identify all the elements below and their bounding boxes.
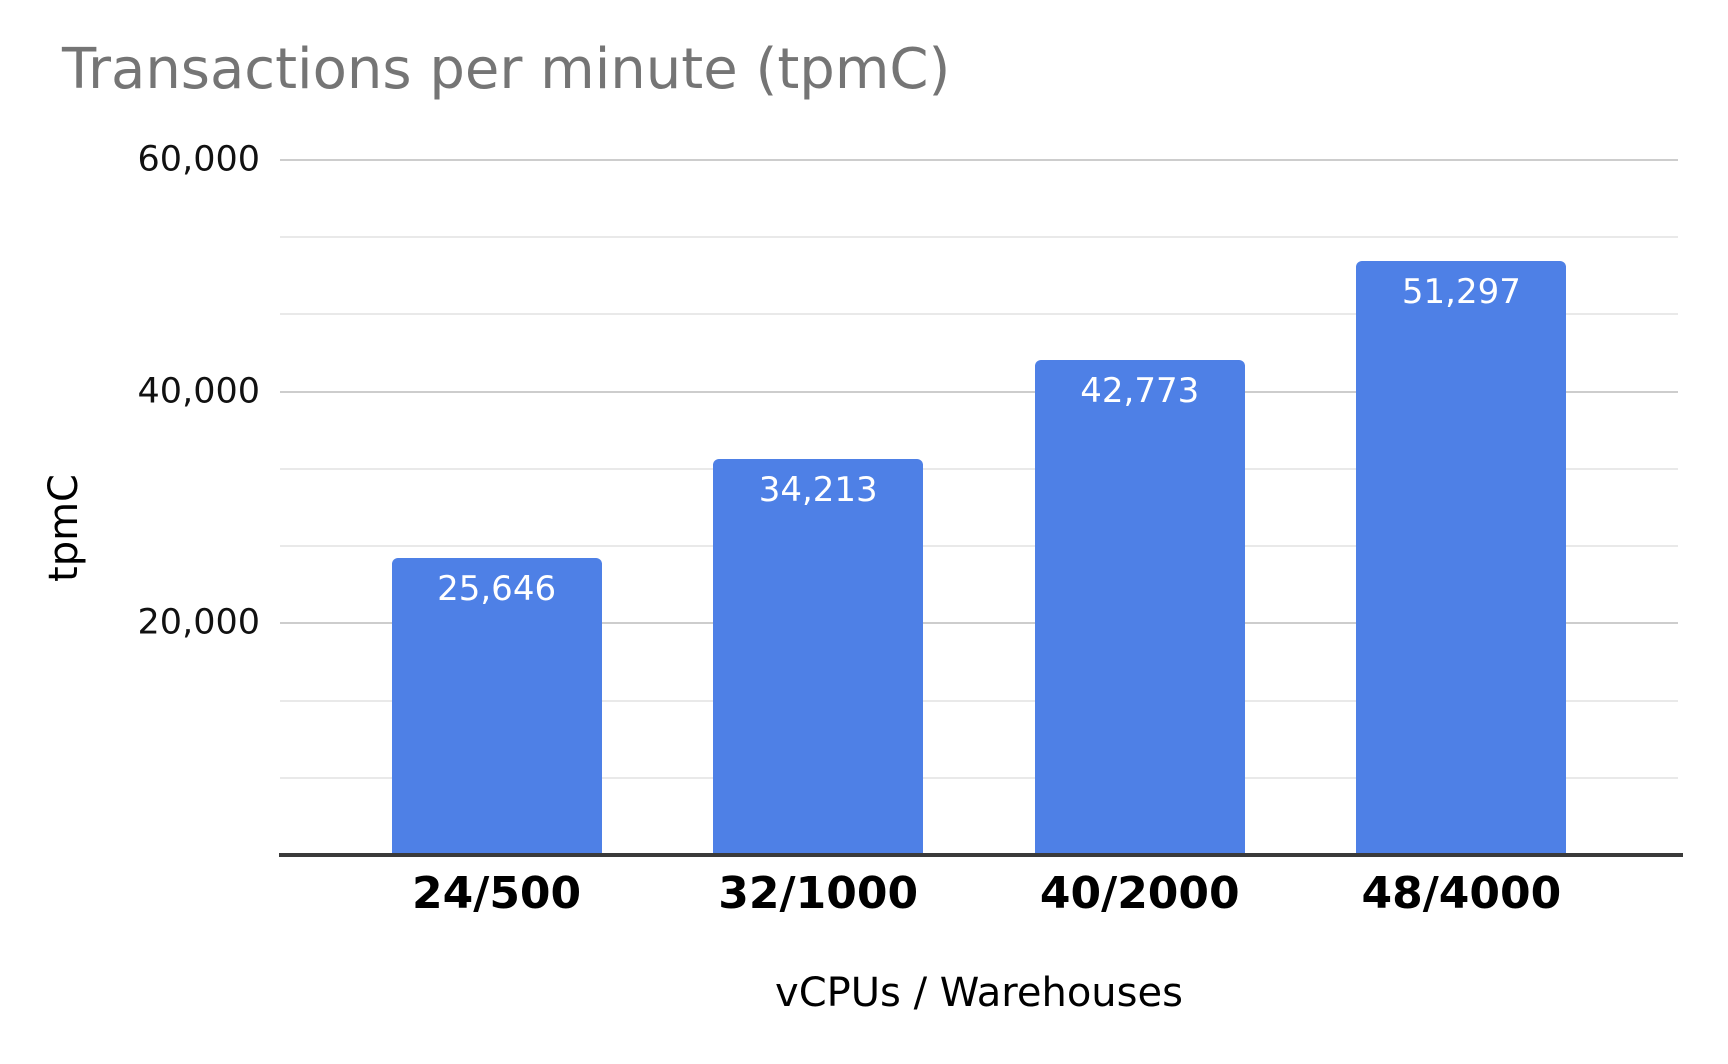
minor-gridline: [280, 776, 1678, 779]
bar-24/500: 25,646: [391, 557, 602, 855]
data-label: 25,646: [437, 568, 557, 609]
y-tick-label: 40,000: [137, 371, 260, 412]
major-gridline: [280, 390, 1678, 393]
y-tick-label: 20,000: [137, 602, 260, 643]
x-axis-tick-labels: 24/500 32/1000 40/2000 48/4000: [280, 872, 1678, 916]
x-axis-title: vCPUs / Warehouses: [775, 970, 1183, 1016]
x-axis-baseline: [279, 853, 1683, 857]
x-tick-label: 48/4000: [1361, 868, 1562, 919]
bar-48/4000: 51,297: [1356, 260, 1567, 855]
data-label: 34,213: [758, 469, 878, 510]
bar-series: 25,646 34,213 42,773 51,297: [280, 160, 1678, 855]
major-gridline: [280, 622, 1678, 625]
minor-gridline: [280, 236, 1678, 239]
major-gridline: [280, 159, 1678, 161]
chart-title: Transactions per minute (tpmC): [62, 37, 951, 102]
data-label: 51,297: [1401, 271, 1521, 312]
bar-32/1000: 34,213: [713, 458, 924, 855]
minor-gridline: [280, 699, 1678, 702]
minor-gridline: [280, 313, 1678, 316]
y-axis-title: tpmC: [41, 474, 87, 582]
y-tick-label: 60,000: [137, 139, 260, 180]
data-label: 42,773: [1080, 370, 1200, 411]
x-tick-label: 24/500: [412, 868, 582, 919]
minor-gridline: [280, 545, 1678, 548]
minor-gridline: [280, 467, 1678, 470]
x-tick-label: 40/2000: [1039, 868, 1240, 919]
y-axis: 60,000 40,000 20,000: [0, 142, 260, 855]
bar-40/2000: 42,773: [1034, 359, 1245, 855]
x-tick-label: 32/1000: [718, 868, 919, 919]
plot-area: 25,646 34,213 42,773 51,297: [279, 159, 1683, 857]
